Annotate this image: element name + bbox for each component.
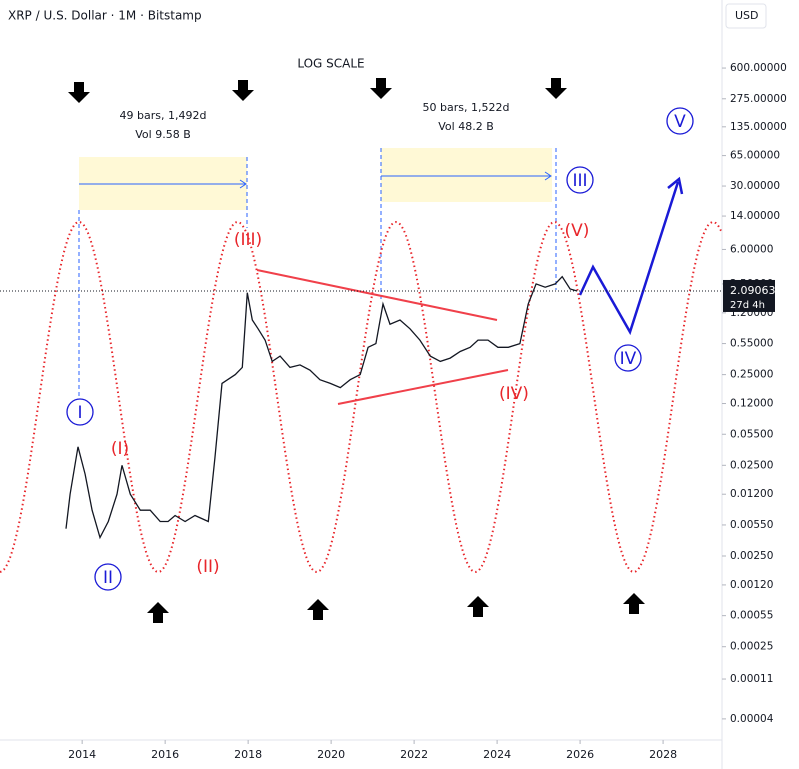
- volume-label: Vol 9.58 B: [135, 128, 191, 141]
- wave-label: I: [77, 403, 82, 423]
- x-tick-label: 2028: [649, 748, 677, 761]
- y-tick-label: 275.00000: [730, 93, 787, 105]
- y-tick-label: 14.00000: [730, 210, 780, 222]
- wave-label: (II): [196, 557, 219, 577]
- y-tick-label: 0.00004: [730, 713, 774, 725]
- wave-circles: [66, 107, 694, 591]
- y-tick-label: 0.00011: [730, 673, 773, 685]
- range-arrow-head: [239, 179, 247, 189]
- wave-label: III: [572, 171, 587, 191]
- trendline: [337, 369, 509, 405]
- drawings: [0, 78, 723, 623]
- guide-lines: [78, 148, 557, 398]
- y-tick-label: 30.00000: [730, 180, 780, 192]
- price-label-box: [723, 279, 775, 312]
- symbol-title: XRP / U.S. Dollar · 1M · Bitstamp: [8, 9, 202, 23]
- wave-label: (IV): [499, 384, 529, 404]
- range-arrow-head: [544, 171, 552, 181]
- countdown: 27d 4h: [730, 300, 765, 311]
- y-tick-label: 0.00055: [730, 610, 773, 622]
- volume-label: Vol 48.2 B: [438, 120, 494, 133]
- cycle-arrows: [68, 78, 645, 623]
- price-line: [65, 275, 578, 540]
- x-tick-label: 2024: [483, 748, 511, 761]
- x-tick-label: 2016: [151, 748, 179, 761]
- x-tick-label: 2022: [400, 748, 428, 761]
- range-label: 49 bars, 1,492d: [120, 109, 207, 122]
- trendline: [256, 269, 498, 321]
- currency-button[interactable]: [725, 3, 767, 29]
- y-tick-label: 0.00120: [730, 579, 773, 591]
- y-tick-label: 0.05500: [730, 428, 773, 440]
- y-tick-label: 0.00250: [730, 550, 773, 562]
- x-tick-label: 2014: [68, 748, 96, 761]
- y-tick-label: 0.25000: [730, 369, 773, 381]
- currency[interactable]: USD: [735, 9, 759, 22]
- y-tick-label: 600.00000: [730, 62, 787, 74]
- y-tick-label: 135.00000: [730, 121, 787, 133]
- price-label: 2.09063: [730, 284, 776, 297]
- projection: [578, 181, 680, 336]
- y-tick-label: 0.00025: [730, 641, 773, 653]
- range-box: [381, 148, 552, 202]
- y-tick-label: 0.00550: [730, 519, 773, 531]
- x-tick-label: 2020: [317, 748, 345, 761]
- x-tick-label: 2018: [234, 748, 262, 761]
- wave-label: (III): [234, 230, 262, 250]
- y-tick-label: 65.00000: [730, 150, 780, 162]
- wave-label: (I): [111, 439, 129, 459]
- wave-label: V: [674, 112, 686, 132]
- scale-note: LOG SCALE: [297, 57, 364, 71]
- y-tick-label: 0.55000: [730, 338, 773, 350]
- y-tick-label: 6.00000: [730, 243, 773, 255]
- y-tick-label: 0.02500: [730, 459, 773, 471]
- range-label: 50 bars, 1,522d: [423, 101, 510, 114]
- wave-label: (V): [565, 221, 590, 241]
- x-tick-label: 2026: [566, 748, 594, 761]
- wave-label: II: [103, 568, 113, 588]
- y-tick-label: 0.01200: [730, 488, 773, 500]
- wave-label: IV: [620, 349, 637, 369]
- projection-head: [667, 176, 684, 195]
- y-tick-label: 0.12000: [730, 398, 773, 410]
